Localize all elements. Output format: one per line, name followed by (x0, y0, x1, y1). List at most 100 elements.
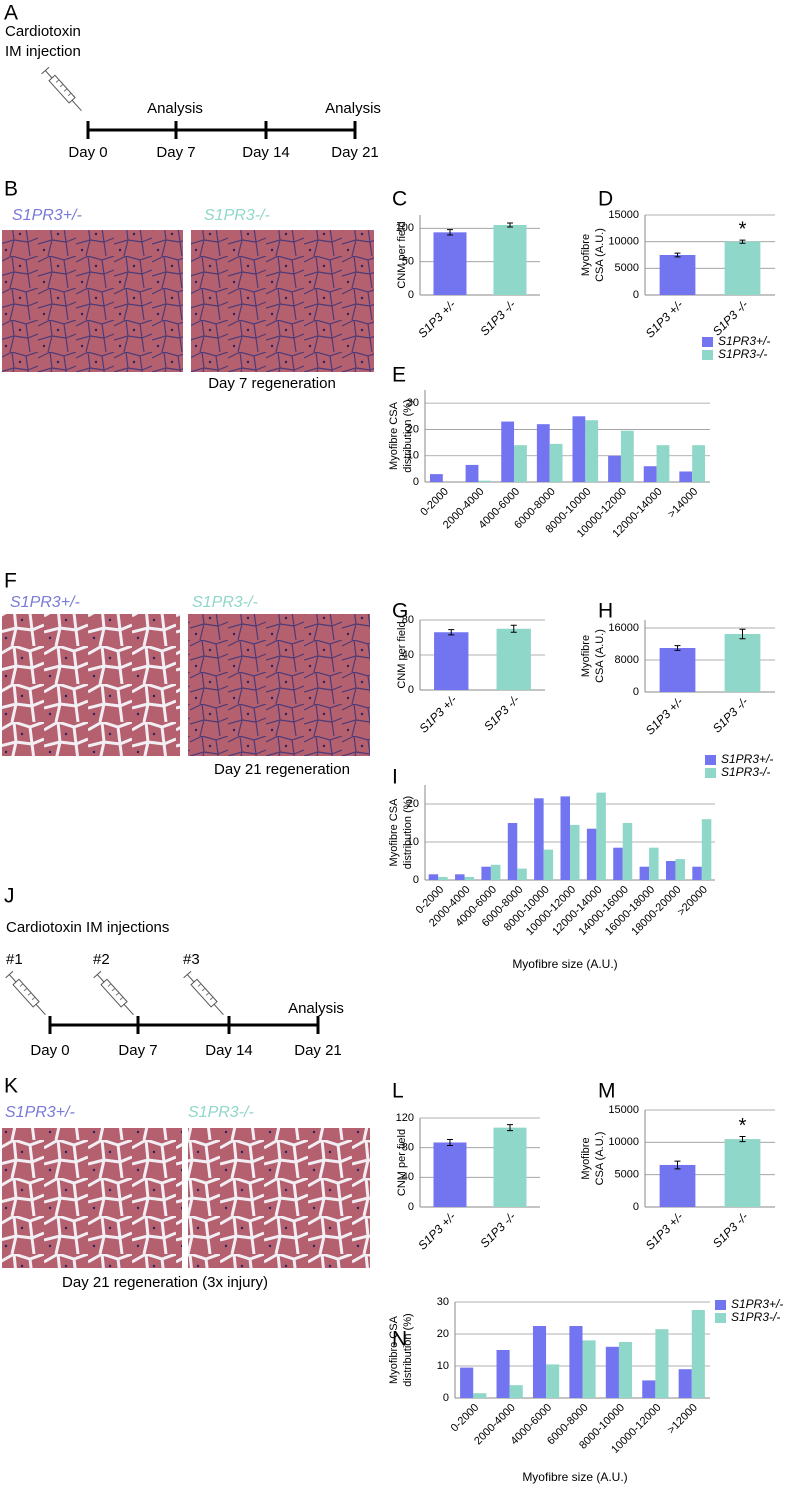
bar (507, 823, 518, 880)
bar (692, 445, 706, 482)
bar (464, 876, 475, 880)
bar (473, 1393, 487, 1398)
micrograph (191, 230, 374, 372)
legend-label: S1PR3+/- (721, 752, 773, 766)
x-tick-label: S1P3 +/- (643, 1209, 686, 1252)
x-tick-label: >14000 (666, 486, 701, 521)
panel-letter: N (392, 1328, 407, 1351)
x-tick-label: S1P3 +/- (415, 1209, 458, 1252)
bar (465, 464, 479, 482)
bar (656, 445, 670, 482)
x-tick-label: S1P3 -/- (481, 692, 522, 733)
y-tick-label: 16000 (608, 622, 639, 634)
legend-swatch (705, 768, 716, 778)
genotype-label: S1PR3-/- (188, 1104, 254, 1121)
bar (622, 823, 633, 880)
legend-label: S1PR3+/- (718, 334, 770, 348)
bar (490, 864, 501, 880)
syringe-icon (5, 970, 50, 1019)
injection-label: #2 (93, 951, 110, 968)
bar (692, 866, 702, 880)
y-tick-label: 0 (408, 1201, 414, 1213)
y-axis-label: distribution (%) (402, 1313, 414, 1386)
micrograph (188, 1128, 370, 1268)
day-label: Day 21 (294, 1042, 342, 1059)
error-bar (447, 1139, 453, 1146)
y-axis-label: CSA (A.U.) (594, 1132, 606, 1186)
bar (532, 1326, 547, 1398)
x-tick-label: S1P3 -/- (477, 297, 518, 338)
y-tick-label: 20 (437, 1328, 449, 1340)
error-bar (739, 239, 746, 244)
y-tick-label: 0 (633, 1201, 639, 1213)
panel-letter: L (392, 1080, 404, 1103)
bar (455, 874, 465, 880)
y-tick-label: 80 (402, 1142, 414, 1154)
bar (643, 466, 657, 482)
y-tick-label: 0 (633, 686, 639, 698)
y-tick-label: 10 (437, 1360, 449, 1372)
legend-swatch (702, 337, 713, 347)
bar (543, 849, 554, 880)
x-tick-label: 0-2000 (418, 486, 451, 519)
legend-swatch (715, 1300, 726, 1310)
y-axis-label: CSA (A.U.) (594, 629, 606, 683)
syringe-icon (41, 66, 86, 115)
timeline-ticks (86, 121, 357, 139)
bar (608, 455, 621, 482)
bar (649, 847, 659, 880)
genotype-label: S1PR3-/- (204, 207, 270, 224)
y-tick-label: 120 (396, 1112, 414, 1124)
error-bar (507, 222, 513, 228)
y-tick-label: 0 (408, 289, 414, 301)
x-tick-label: S1P3 +/- (415, 297, 458, 340)
x-tick-label: S1P3 -/- (710, 297, 751, 338)
panel-letter: H (598, 600, 613, 623)
bar (605, 1346, 619, 1398)
bar (429, 474, 443, 482)
bar (659, 648, 696, 692)
bar (509, 1385, 523, 1398)
y-axis-label: Myofibre CSA (388, 798, 400, 867)
x-tick-label: S1P3 +/- (416, 692, 459, 735)
injection-label: #3 (183, 951, 200, 968)
panel-letter: F (4, 570, 17, 593)
y-tick-label: 40 (402, 1171, 414, 1183)
panel-letter: E (392, 364, 406, 387)
bar (433, 1142, 467, 1207)
day-label: Day 14 (205, 1042, 253, 1059)
legend-swatch (715, 1313, 726, 1323)
error-bar (510, 624, 517, 633)
injection-label: #1 (6, 951, 23, 968)
micrograph (2, 230, 183, 372)
bar (613, 847, 623, 880)
bar (639, 866, 650, 880)
x-tick-label: 0-2000 (449, 1402, 482, 1435)
bar (691, 1310, 705, 1398)
bar (724, 241, 761, 295)
bar (572, 416, 586, 482)
genotype-label: S1PR3+/- (5, 1104, 75, 1121)
y-axis-label: CSA (A.U.) (594, 228, 606, 282)
error-bar (448, 629, 455, 636)
day-label: Day 21 (331, 144, 379, 161)
y-tick-label: 20 (407, 798, 419, 810)
y-tick-label: 15000 (608, 209, 639, 221)
micrograph (2, 614, 180, 756)
bar (433, 232, 467, 295)
genotype-label: S1PR3-/- (192, 594, 258, 611)
bar (724, 634, 761, 692)
y-axis-label: Myofibre (580, 1137, 592, 1179)
y-axis-label: distribution (%) (402, 399, 414, 472)
bar (665, 861, 676, 880)
panel-letter: K (4, 1075, 18, 1098)
y-axis-label: CNM per field (396, 221, 408, 288)
legend-swatch (705, 755, 716, 765)
y-axis-label: CNM per field (396, 621, 408, 688)
legend-label: S1PR3-/- (721, 765, 770, 779)
genotype-label: S1PR3+/- (10, 594, 80, 611)
bar (460, 1367, 474, 1398)
legend-label: S1PR3-/- (718, 347, 767, 361)
x-tick-label: S1P3 -/- (710, 1209, 751, 1250)
